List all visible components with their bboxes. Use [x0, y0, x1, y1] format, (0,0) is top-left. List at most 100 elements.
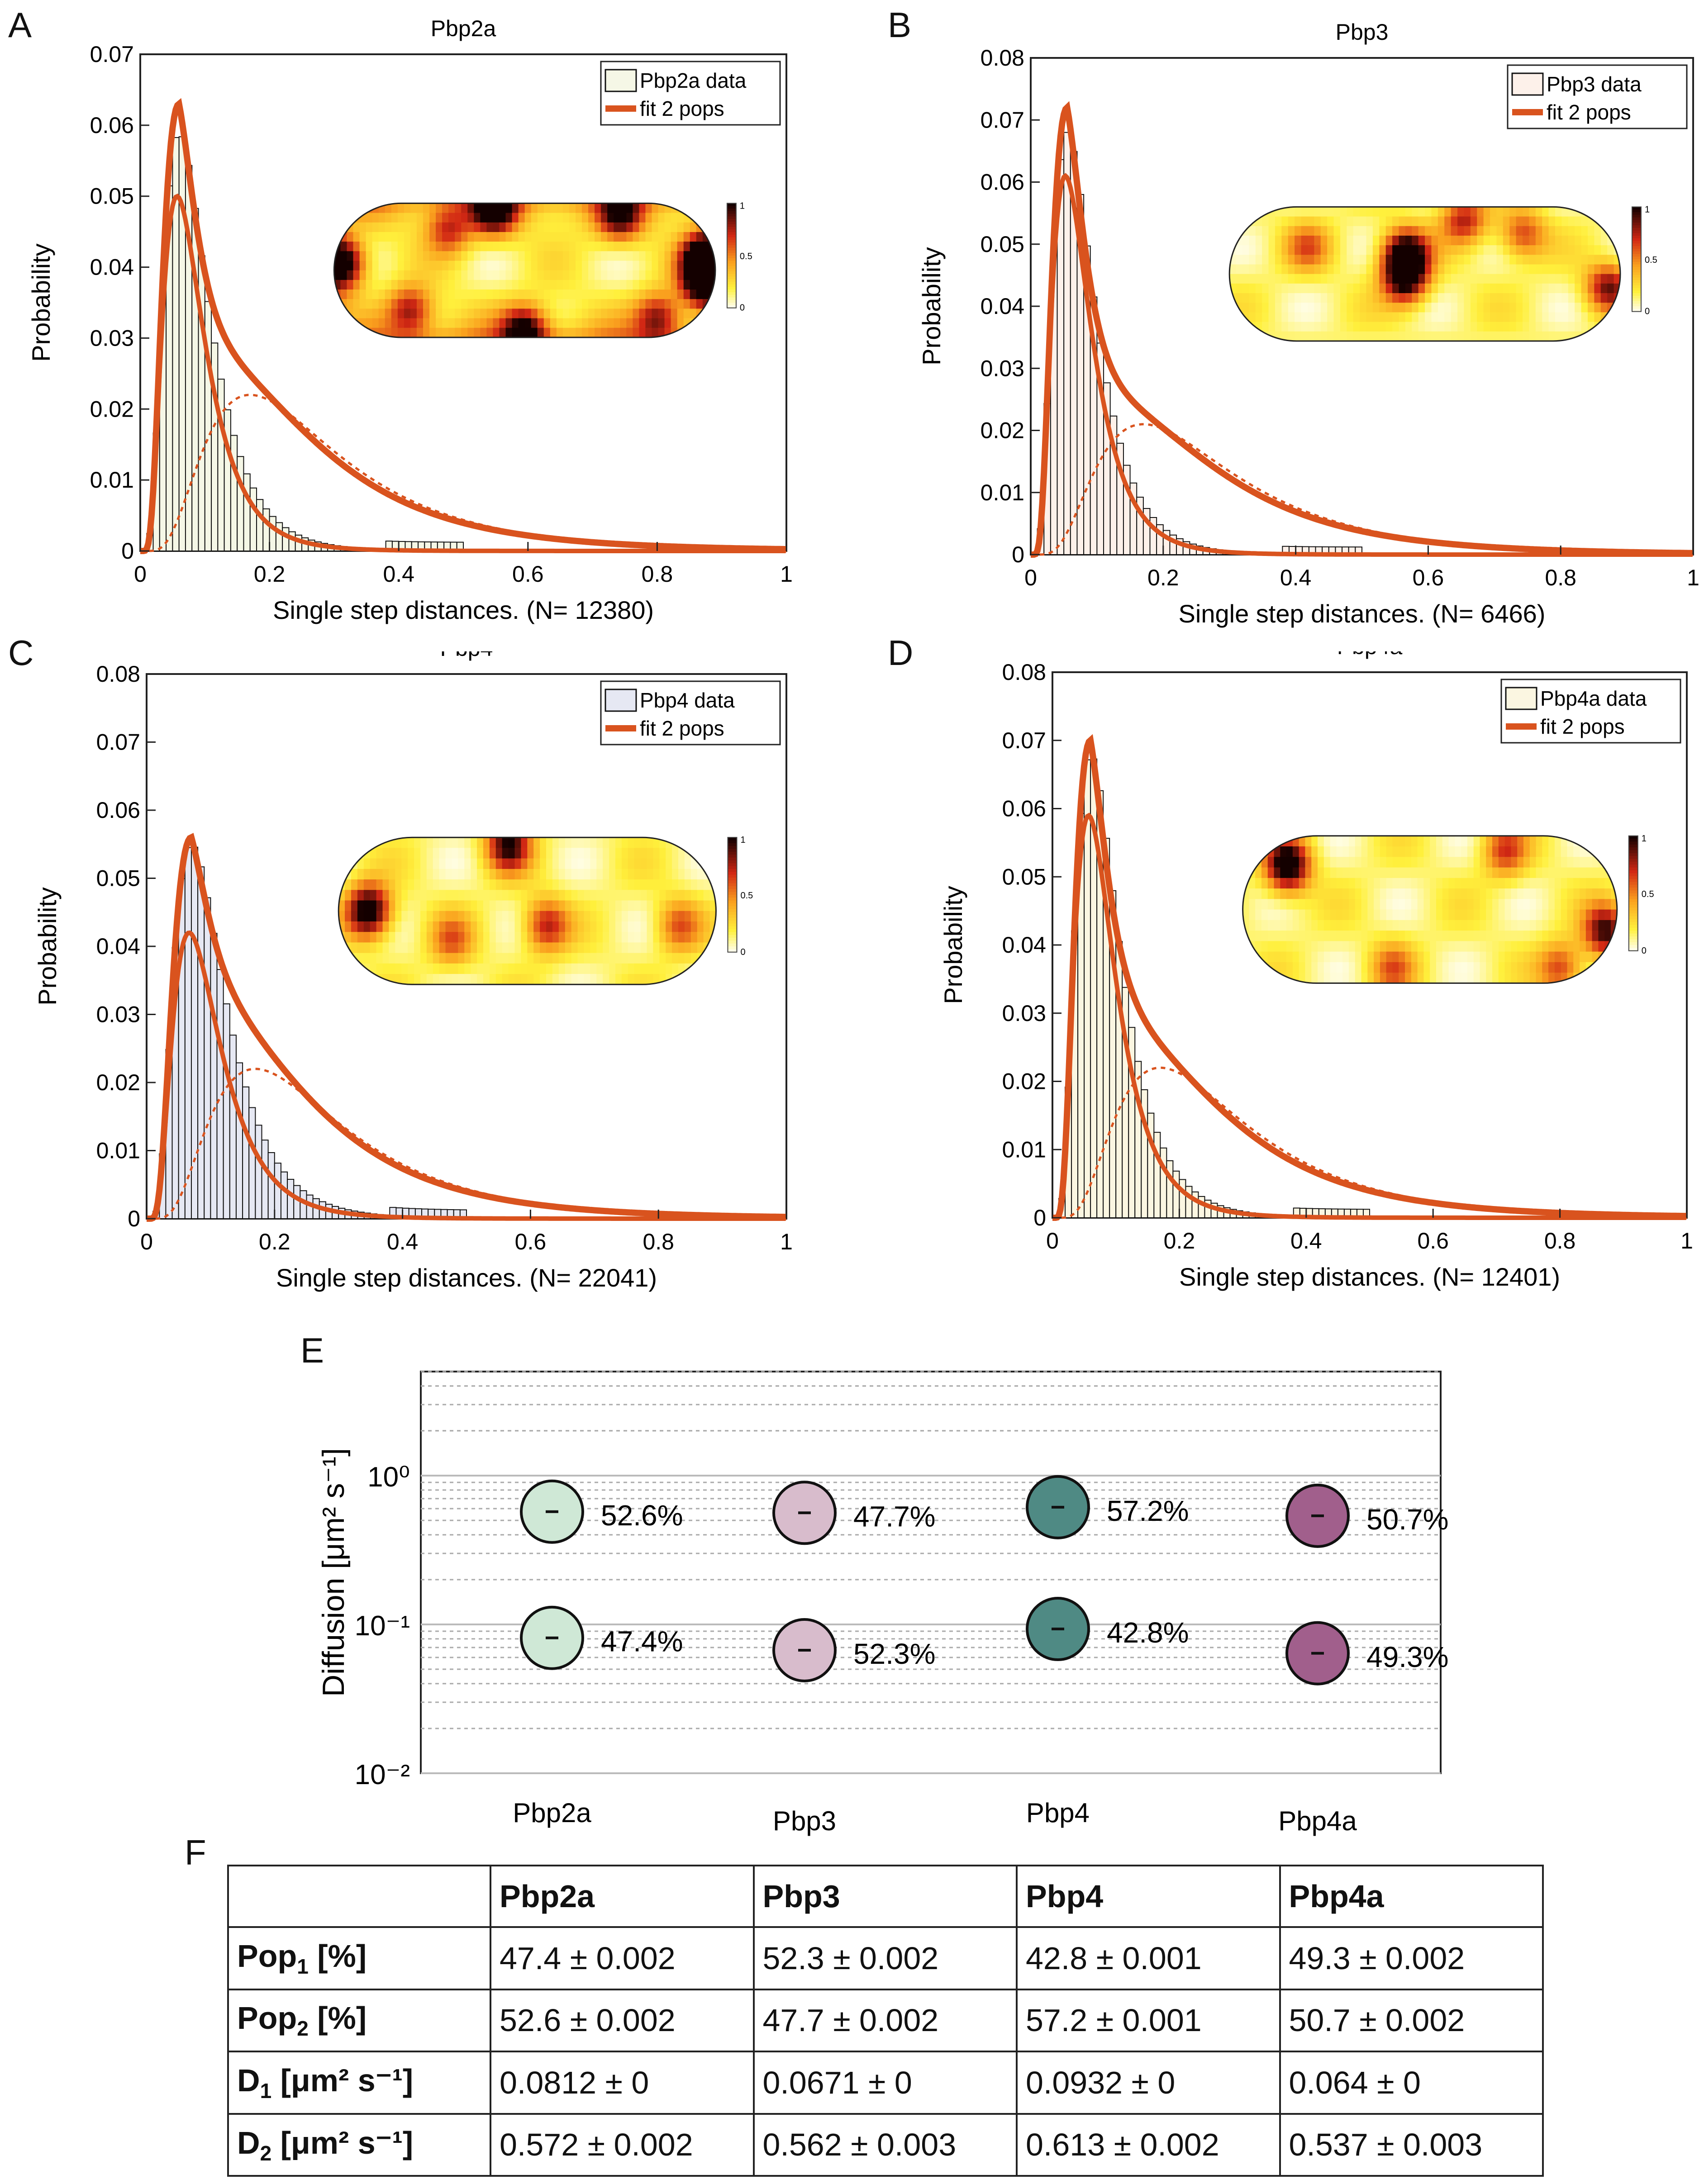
heatmap-cell: [1470, 331, 1478, 341]
heatmap-cell: [531, 289, 538, 300]
heatmap-cell: [483, 879, 490, 891]
heatmap-cell: [416, 280, 424, 290]
heatmap-cell: [1607, 283, 1614, 294]
heatmap-cell: [1480, 931, 1487, 942]
heatmap-cell: [1360, 322, 1367, 332]
heatmap-cell: [1399, 888, 1406, 900]
heatmap-cell: [433, 911, 440, 922]
heatmap-cell: [382, 942, 390, 954]
hist-bar: [1166, 1160, 1174, 1218]
heatmap-cell: [436, 270, 443, 280]
heatmap-cell: [1561, 312, 1569, 323]
heatmap-cell: [480, 242, 487, 252]
colorbar-segment: [728, 903, 737, 907]
cell-outline: [333, 202, 716, 338]
heatmap-cell: [1607, 264, 1614, 275]
heatmap-cell: [595, 261, 602, 271]
heatmap-cell: [678, 890, 685, 901]
heatmap-cell: [429, 251, 437, 261]
heatmap-cell: [615, 974, 622, 985]
heatmap-cell: [1542, 973, 1549, 983]
heatmap-cell: [659, 911, 666, 922]
heatmap-cell: [601, 328, 608, 337]
heatmap-cell: [363, 869, 371, 880]
heatmap-cell: [1600, 255, 1608, 265]
heatmap-cell: [1511, 973, 1518, 983]
heatmap-cell: [653, 963, 660, 975]
heatmap-cell: [1561, 322, 1569, 332]
heatmap-cell: [639, 318, 646, 328]
heatmap-cell: [1455, 931, 1462, 942]
heatmap-cell: [1417, 857, 1424, 868]
heatmap-cell: [1430, 920, 1437, 931]
heatmap-cell: [370, 890, 377, 901]
colorbar-segment: [728, 932, 737, 935]
heatmap-cell: [1498, 941, 1505, 952]
heatmap-cell: [601, 232, 608, 242]
fraction-label: 47.7%: [853, 1500, 935, 1533]
heatmap-cell: [659, 953, 666, 964]
heatmap-cell: [1280, 951, 1287, 963]
heatmap-cell: [508, 890, 515, 901]
heatmap-cell: [1535, 283, 1543, 294]
heatmap-cell: [521, 890, 528, 901]
heatmap-cell: [521, 837, 528, 849]
heatmap-cell: [1516, 264, 1523, 275]
heatmap-cell: [401, 942, 409, 954]
heatmap-cell: [1542, 283, 1549, 294]
heatmap-cell: [1353, 207, 1361, 217]
heatmap-cell: [577, 932, 585, 943]
heatmap-cell: [1330, 888, 1337, 900]
heatmap-cell: [1517, 836, 1524, 847]
heatmap-cell: [1380, 857, 1387, 868]
heatmap-cell: [527, 858, 534, 869]
heatmap-cell: [540, 890, 547, 901]
heatmap-cell: [615, 890, 622, 901]
heatmap-cell: [1255, 888, 1262, 900]
heatmap-cell: [1477, 303, 1484, 313]
heatmap-cell: [584, 869, 591, 880]
heatmap-cell: [1444, 303, 1452, 313]
heatmap-cell: [1348, 846, 1356, 858]
heatmap-cell: [571, 858, 578, 869]
heatmap-cell: [1342, 857, 1349, 868]
heatmap-cell: [1542, 920, 1549, 931]
heatmap-cell: [1342, 962, 1349, 973]
heatmap-cell: [1360, 274, 1367, 284]
heatmap-cell: [588, 270, 595, 280]
heatmap-cell: [1516, 331, 1523, 341]
heatmap-cell: [1249, 293, 1256, 304]
hist-bar: [1191, 1191, 1199, 1218]
heatmap-cell: [1342, 888, 1349, 900]
heatmap-cell: [1568, 255, 1575, 265]
heatmap-cell: [621, 890, 628, 901]
heatmap-cell: [1444, 226, 1452, 236]
heatmap-cell: [1423, 909, 1431, 921]
heatmap-cell: [464, 953, 471, 964]
heatmap-cell: [690, 289, 697, 300]
heatmap-cell: [1535, 207, 1543, 217]
heatmap-cell: [1268, 322, 1276, 332]
heatmap-cell: [1385, 322, 1393, 332]
heatmap-cell: [645, 270, 652, 280]
heatmap-cell: [1330, 899, 1337, 910]
heatmap-cell: [577, 879, 585, 891]
heatmap-cell: [1575, 293, 1582, 304]
heatmap-cell: [1425, 274, 1432, 284]
heatmap-cell: [664, 299, 671, 309]
heatmap-cell: [664, 232, 671, 242]
heatmap-cell: [512, 242, 519, 252]
legend-label-data: Pbp4 data: [640, 688, 735, 712]
heatmap-cell: [1255, 899, 1262, 910]
heatmap-cell: [1483, 283, 1491, 294]
heatmap-cell: [1327, 312, 1334, 323]
heatmap-cell: [363, 900, 371, 912]
heatmap-cell: [351, 879, 358, 891]
heatmap-cell: [1437, 264, 1445, 275]
heatmap-cell: [672, 963, 679, 975]
heatmap-cell: [429, 270, 437, 280]
heatmap-cell: [696, 280, 703, 290]
heatmap-cell: [1418, 283, 1426, 294]
heatmap-cell: [1327, 226, 1334, 236]
